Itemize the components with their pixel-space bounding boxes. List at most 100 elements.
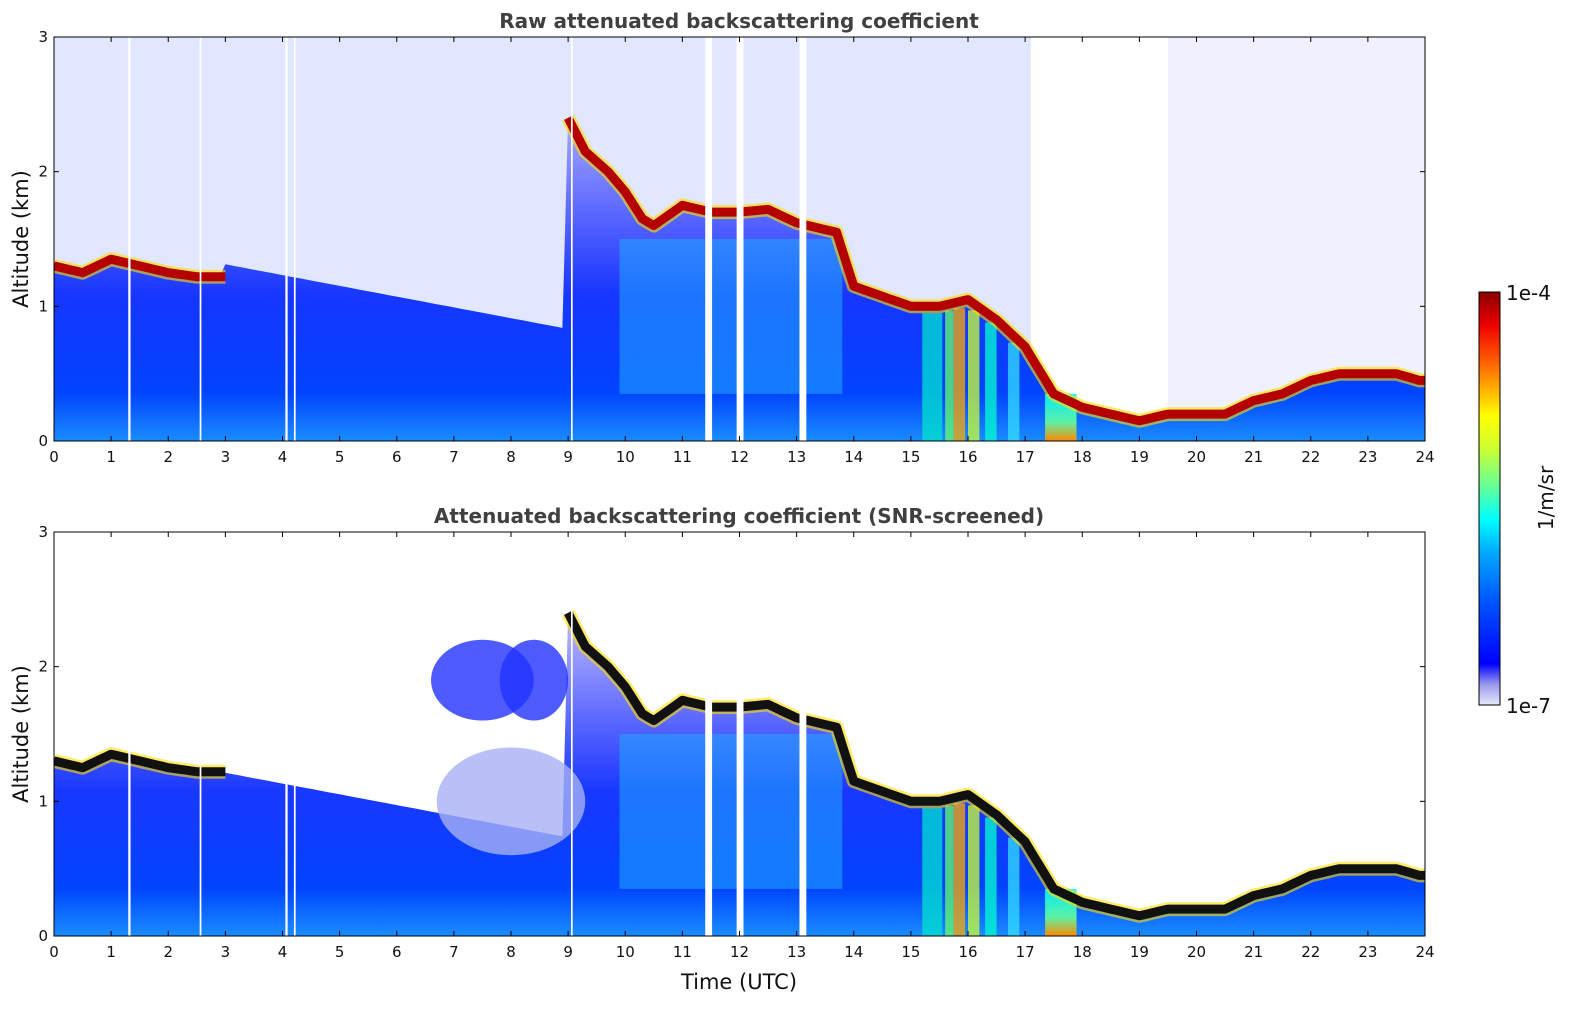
missing-data-column	[705, 532, 713, 936]
x-tick-label: 9	[563, 943, 573, 961]
x-tick-label: 2	[163, 448, 173, 466]
x-tick-label: 8	[506, 448, 516, 466]
x-tick-label: 13	[787, 943, 806, 961]
x-tick-label: 18	[1073, 943, 1092, 961]
colorbar-min-label: 1e-7	[1506, 694, 1551, 718]
rain-shaft	[945, 310, 954, 441]
x-axis-label: Time (UTC)	[680, 970, 797, 994]
colorbar-unit-label: 1/m/sr	[1534, 465, 1558, 530]
chart-title: Attenuated backscattering coefficient (S…	[434, 504, 1044, 528]
x-tick-label: 17	[1016, 448, 1035, 466]
missing-data-column	[736, 532, 744, 936]
y-tick-label: 2	[38, 163, 48, 181]
missing-data-column	[570, 532, 573, 936]
missing-data-column	[128, 532, 131, 936]
y-tick-label: 1	[38, 792, 48, 810]
missing-data-column	[736, 37, 744, 441]
x-tick-label: 15	[901, 943, 920, 961]
rain-shaft	[1007, 837, 1020, 936]
rain-shaft	[953, 308, 966, 441]
x-tick-label: 23	[1358, 943, 1377, 961]
x-tick-label: 11	[673, 448, 692, 466]
rain-shaft	[922, 808, 943, 936]
chart-title: Raw attenuated backscattering coefficien…	[499, 9, 979, 33]
missing-data-column	[570, 37, 573, 441]
x-tick-label: 14	[844, 448, 863, 466]
x-tick-label: 10	[616, 448, 635, 466]
raw-backscatter-panel: Raw attenuated backscattering coefficien…	[9, 9, 1435, 466]
x-tick-label: 15	[901, 448, 920, 466]
x-tick-label: 12	[730, 943, 749, 961]
y-tick-label: 2	[38, 658, 48, 676]
colorbar-gradient	[1478, 291, 1501, 706]
x-tick-label: 23	[1358, 448, 1377, 466]
x-tick-label: 12	[730, 448, 749, 466]
x-tick-label: 21	[1244, 448, 1263, 466]
aerosol-patch	[436, 747, 586, 856]
y-tick-label: 0	[38, 927, 48, 945]
colorbar-max-label: 1e-4	[1506, 281, 1551, 305]
x-tick-label: 7	[449, 943, 459, 961]
x-tick-label: 10	[616, 943, 635, 961]
missing-data-column	[128, 37, 131, 441]
rain-shaft	[968, 805, 980, 936]
x-tick-label: 21	[1244, 943, 1263, 961]
missing-data-column	[199, 37, 202, 441]
mixed-layer	[619, 239, 843, 394]
x-tick-label: 0	[49, 943, 59, 961]
missing-data-column	[285, 37, 288, 441]
x-tick-label: 24	[1415, 943, 1434, 961]
x-tick-label: 24	[1415, 448, 1434, 466]
x-tick-label: 14	[844, 943, 863, 961]
colorbar: 1e-4 1e-7 1/m/sr	[1478, 281, 1558, 718]
x-tick-label: 1	[106, 448, 116, 466]
x-tick-label: 17	[1016, 943, 1035, 961]
rain-shaft	[985, 817, 997, 936]
x-tick-label: 22	[1301, 448, 1320, 466]
cloud-base-line	[54, 254, 226, 282]
x-tick-label: 0	[49, 448, 59, 466]
x-tick-label: 1	[106, 943, 116, 961]
y-tick-label: 0	[38, 432, 48, 450]
x-tick-label: 20	[1187, 448, 1206, 466]
x-tick-label: 8	[506, 943, 516, 961]
mixed-layer	[619, 734, 843, 889]
x-tick-label: 4	[278, 448, 288, 466]
plot-area: 0 1 2 3 4 5 6 7 8 9 10 11 12 13 14 15 16 17 18 19 20 21 22 23 24…	[38, 523, 1434, 961]
x-tick-label: 16	[958, 448, 977, 466]
y-axis-label: Altitude (km)	[9, 665, 33, 803]
y-tick-label: 3	[38, 28, 48, 46]
x-tick-label: 5	[335, 448, 345, 466]
x-tick-label: 7	[449, 448, 459, 466]
x-tick-label: 6	[392, 943, 402, 961]
missing-data-column	[293, 37, 296, 441]
x-tick-label: 3	[221, 448, 231, 466]
x-tick-label: 19	[1130, 943, 1149, 961]
x-tick-label: 2	[163, 943, 173, 961]
missing-data-column	[799, 532, 807, 936]
rain-shaft	[985, 322, 997, 441]
rain-shaft	[968, 310, 980, 441]
aerosol-patch	[499, 639, 569, 721]
x-tick-label: 20	[1187, 943, 1206, 961]
y-tick-label: 1	[38, 297, 48, 315]
x-tick-label: 22	[1301, 943, 1320, 961]
missing-data-column	[285, 532, 288, 936]
x-tick-label: 19	[1130, 448, 1149, 466]
x-tick-label: 5	[335, 943, 345, 961]
rain-shaft	[1007, 342, 1020, 441]
missing-data-column	[199, 532, 202, 936]
cloud-base-line	[54, 749, 226, 777]
x-tick-label: 4	[278, 943, 288, 961]
heatmap-field	[54, 37, 1425, 441]
x-tick-label: 6	[392, 448, 402, 466]
rain-shaft	[945, 805, 954, 936]
x-tick-label: 11	[673, 943, 692, 961]
missing-data-column	[705, 37, 713, 441]
plot-area: 0 1 2 3 4 5 6 7 8 9 10 11 12 13 14 15 16 17 18 19 20 21 22 23 24…	[38, 28, 1434, 466]
x-tick-label: 13	[787, 448, 806, 466]
x-tick-label: 16	[958, 943, 977, 961]
x-tick-label: 18	[1073, 448, 1092, 466]
